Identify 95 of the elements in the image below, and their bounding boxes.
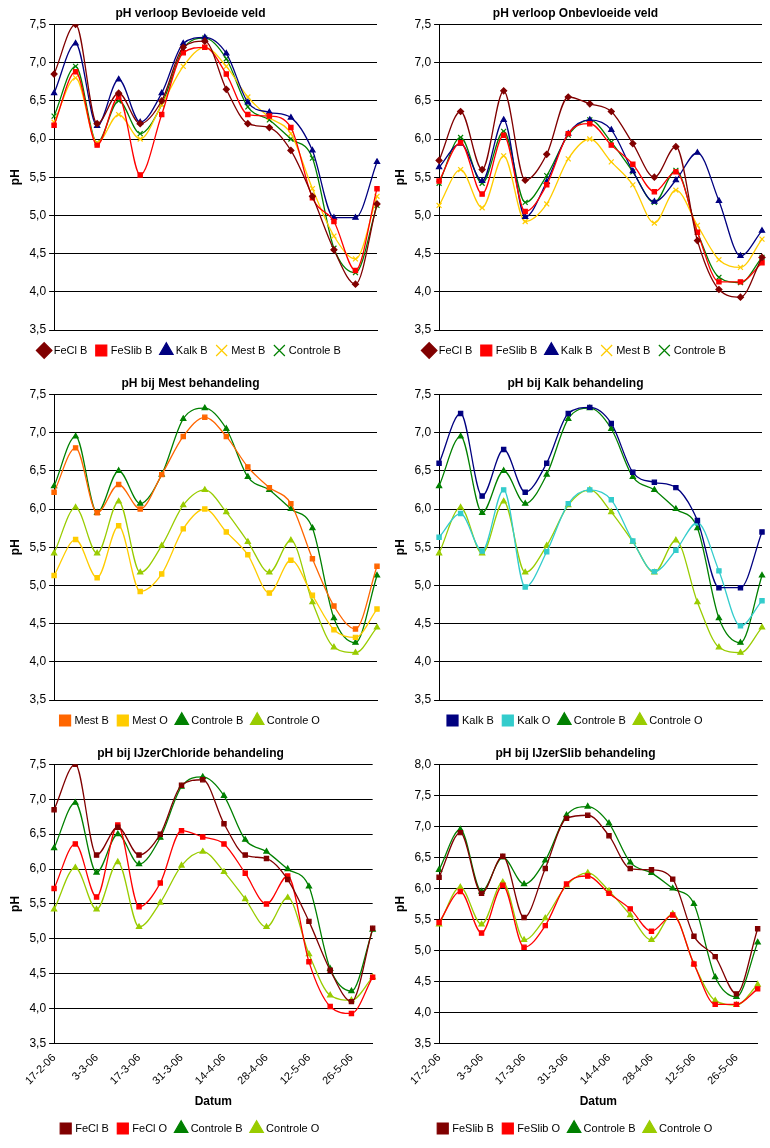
y-tick-label: 3,5 xyxy=(29,1035,47,1050)
y-tick-label: 4,0 xyxy=(29,284,47,299)
y-tick-label: 3,5 xyxy=(414,1035,432,1050)
y-tick-label: 4,0 xyxy=(29,1000,47,1015)
legend-label: FeCl B xyxy=(438,343,473,356)
legend-label: Controle B xyxy=(673,343,726,356)
legend-label: FeSlib O xyxy=(517,1121,561,1134)
y-tick-label: 3,5 xyxy=(29,322,47,337)
y-tick-label: 5,0 xyxy=(29,207,47,222)
y-axis-title: pH xyxy=(392,539,407,556)
y-tick-label: 6,5 xyxy=(414,93,432,108)
y-tick-label: 7,5 xyxy=(29,756,47,771)
legend-label: Controle B xyxy=(191,713,244,726)
legend-label: Controle O xyxy=(266,713,321,726)
legend-label: Controle B xyxy=(288,343,341,356)
chart-title: pH bij Mest behandeling xyxy=(121,375,260,390)
y-tick-label: 5,5 xyxy=(414,169,432,184)
y-tick-label: 5,5 xyxy=(29,896,47,911)
y-tick-label: 8,0 xyxy=(414,756,432,771)
x-axis-title: Datum xyxy=(579,1094,618,1109)
y-tick-label: 5,0 xyxy=(29,577,47,592)
legend-label: Mest B xyxy=(74,713,109,726)
y-tick-label: 4,5 xyxy=(414,615,432,630)
y-tick-label: 3,5 xyxy=(414,322,432,337)
y-axis-title: pH xyxy=(7,169,22,186)
y-tick-label: 5,5 xyxy=(29,169,47,184)
y-tick-label: 4,0 xyxy=(414,284,432,299)
chart-title: pH verloop Onbevloeide veld xyxy=(492,5,659,20)
y-tick-label: 6,0 xyxy=(414,880,432,895)
y-tick-label: 4,5 xyxy=(414,245,432,260)
y-axis-title: pH xyxy=(392,169,407,186)
y-tick-label: 5,5 xyxy=(414,539,432,554)
chart-title: pH bij IJzerChloride behandeling xyxy=(97,745,284,760)
legend-label: Mest B xyxy=(231,343,266,356)
y-axis-title: pH xyxy=(7,539,22,556)
y-tick-label: 7,5 xyxy=(414,16,432,31)
legend-label: FeSlib B xyxy=(495,343,538,356)
chart-title: pH verloop Bevloeide veld xyxy=(115,5,266,20)
y-tick-label: 6,0 xyxy=(29,131,47,146)
y-tick-label: 3,5 xyxy=(29,692,47,707)
y-tick-label: 7,0 xyxy=(29,791,47,806)
y-tick-label: 4,5 xyxy=(29,245,47,260)
y-tick-label: 6,5 xyxy=(29,93,47,108)
legend-label: Controle O xyxy=(659,1121,713,1134)
y-tick-label: 7,0 xyxy=(414,424,432,439)
y-tick-label: 5,5 xyxy=(29,539,47,554)
y-tick-label: 4,5 xyxy=(29,966,47,980)
legend-label: FeCl O xyxy=(132,1121,168,1134)
legend-label: Controle B xyxy=(573,713,626,726)
y-axis-title: pH xyxy=(392,895,407,912)
y-tick-label: 5,0 xyxy=(414,942,432,957)
y-tick-label: 6,0 xyxy=(29,861,47,876)
legend-label: FeSlib B xyxy=(452,1121,494,1134)
legend-label: Kalk B xyxy=(462,713,494,726)
y-tick-label: 5,0 xyxy=(29,931,47,946)
y-tick-label: 7,0 xyxy=(29,424,47,439)
chart-title: pH bij Kalk behandeling xyxy=(507,375,644,390)
y-tick-label: 6,0 xyxy=(414,131,432,146)
legend-label: Mest O xyxy=(132,713,169,726)
y-tick-label: 4,0 xyxy=(414,654,432,669)
legend-label: FeCl B xyxy=(75,1121,109,1134)
y-tick-label: 7,5 xyxy=(414,787,432,802)
legend-label: Controle B xyxy=(190,1121,243,1134)
y-tick-label: 7,5 xyxy=(414,386,432,401)
y-tick-label: 4,5 xyxy=(29,615,47,630)
legend-label: FeSlib B xyxy=(110,343,153,356)
legend-label: FeCl B xyxy=(53,343,88,356)
y-tick-label: 6,5 xyxy=(414,463,432,478)
x-axis-title: Datum xyxy=(194,1094,233,1109)
y-tick-label: 5,5 xyxy=(414,911,432,926)
legend-label: Kalk B xyxy=(175,343,208,356)
y-tick-label: 6,0 xyxy=(414,501,432,516)
y-axis-title: pH xyxy=(7,895,22,912)
legend-label: Controle O xyxy=(649,713,703,726)
chart-title: pH bij IJzerSlib behandeling xyxy=(495,745,656,760)
y-tick-label: 5,0 xyxy=(414,577,432,592)
y-tick-label: 7,0 xyxy=(414,54,432,69)
y-tick-label: 6,5 xyxy=(414,849,432,864)
legend-label: Kalk B xyxy=(560,343,593,356)
y-tick-label: 7,0 xyxy=(414,818,432,833)
y-tick-label: 7,5 xyxy=(29,16,47,31)
y-tick-label: 4,0 xyxy=(29,654,47,669)
y-tick-label: 6,5 xyxy=(29,826,47,841)
y-tick-label: 4,5 xyxy=(414,973,432,988)
y-tick-label: 5,0 xyxy=(414,207,432,222)
legend-label: Kalk O xyxy=(517,713,551,726)
legend-label: Mest B xyxy=(616,343,651,356)
y-tick-label: 7,0 xyxy=(29,54,47,69)
y-tick-label: 6,0 xyxy=(29,501,47,516)
legend-label: Controle B xyxy=(583,1121,636,1134)
y-tick-label: 3,5 xyxy=(414,692,432,707)
y-tick-label: 4,0 xyxy=(414,1004,432,1019)
y-tick-label: 7,5 xyxy=(29,386,47,401)
y-tick-label: 6,5 xyxy=(29,463,47,478)
legend-label: Controle O xyxy=(266,1121,320,1134)
